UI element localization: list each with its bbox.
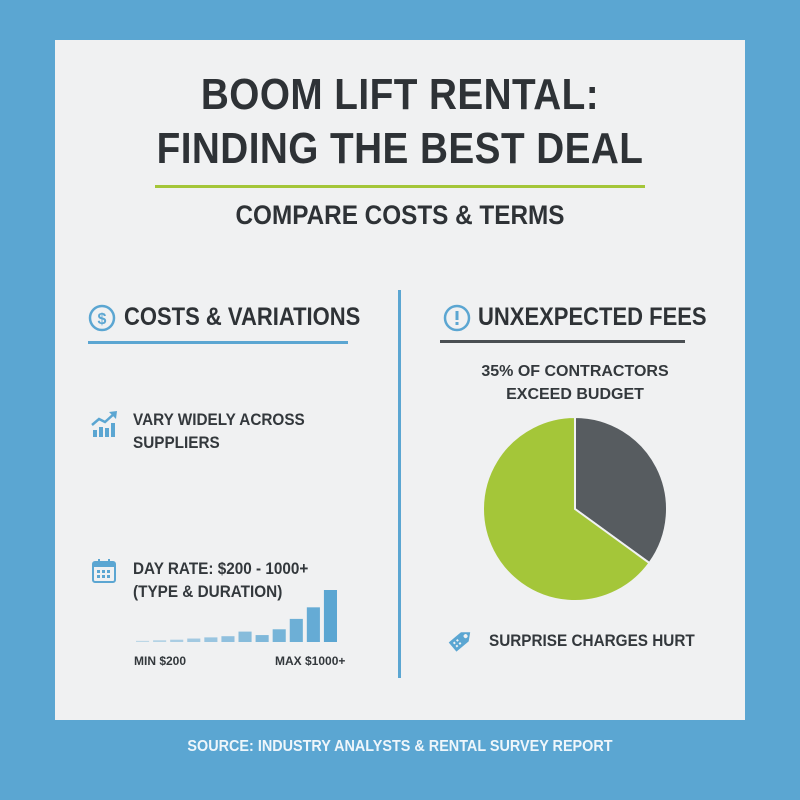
title-line-1: BOOM LIFT RENTAL: bbox=[200, 70, 600, 119]
day-rate-bar-chart bbox=[136, 590, 337, 642]
min-label: MIN $200 bbox=[134, 654, 187, 668]
bar bbox=[289, 618, 303, 642]
budget-pie-chart bbox=[482, 415, 668, 602]
dollar-circle-icon: $ bbox=[88, 304, 116, 332]
vary-line-1: VARY WIDELY ACROSS bbox=[133, 410, 305, 429]
trending-chart-icon bbox=[91, 411, 117, 437]
bar bbox=[221, 636, 235, 642]
bar bbox=[272, 629, 286, 642]
title-underline bbox=[155, 185, 645, 188]
bar bbox=[153, 640, 167, 642]
price-tag-icon bbox=[448, 632, 471, 652]
exclamation-circle-icon bbox=[443, 304, 471, 332]
bar bbox=[306, 607, 320, 642]
bar bbox=[238, 631, 252, 642]
day-rate-line-1: DAY RATE: $200 - 1000+ bbox=[133, 559, 309, 578]
calendar-icon bbox=[92, 559, 116, 583]
source-note: SOURCE: INDUSTRY ANALYSTS & RENTAL SURVE… bbox=[187, 738, 613, 755]
pie-slice bbox=[482, 415, 651, 602]
bar bbox=[170, 639, 184, 642]
bar bbox=[323, 590, 337, 642]
costs-heading-underline bbox=[88, 341, 348, 344]
bar bbox=[136, 640, 150, 642]
day-rate-line-2: (TYPE & DURATION) bbox=[133, 582, 283, 601]
stat-line-1-text: 35% OF CONTRACTORS bbox=[481, 363, 669, 380]
vary-line-2: SUPPLIERS bbox=[133, 433, 220, 452]
title-line-2: FINDING THE BEST DEAL bbox=[156, 124, 644, 173]
max-label: MAX $1000+ bbox=[275, 654, 346, 668]
svg-text:$: $ bbox=[98, 311, 107, 328]
costs-heading: COSTS & VARIATIONS bbox=[124, 303, 361, 331]
stat-line-2: EXCEED BUDGET bbox=[0, 383, 800, 406]
stat-line-1: 35% OF CONTRACTORS bbox=[0, 360, 800, 383]
fees-heading: UNXEXPECTED FEES bbox=[478, 303, 707, 331]
bar bbox=[204, 637, 218, 642]
bar bbox=[255, 635, 269, 642]
bar bbox=[187, 638, 201, 642]
pie-slice bbox=[574, 415, 668, 565]
stat-line-2-text: EXCEED BUDGET bbox=[506, 386, 644, 403]
subtitle: COMPARE COSTS & TERMS bbox=[235, 200, 565, 230]
fees-heading-underline bbox=[440, 340, 685, 343]
surprise-charges-text: SURPRISE CHARGES HURT bbox=[489, 631, 695, 650]
column-divider bbox=[398, 290, 401, 678]
